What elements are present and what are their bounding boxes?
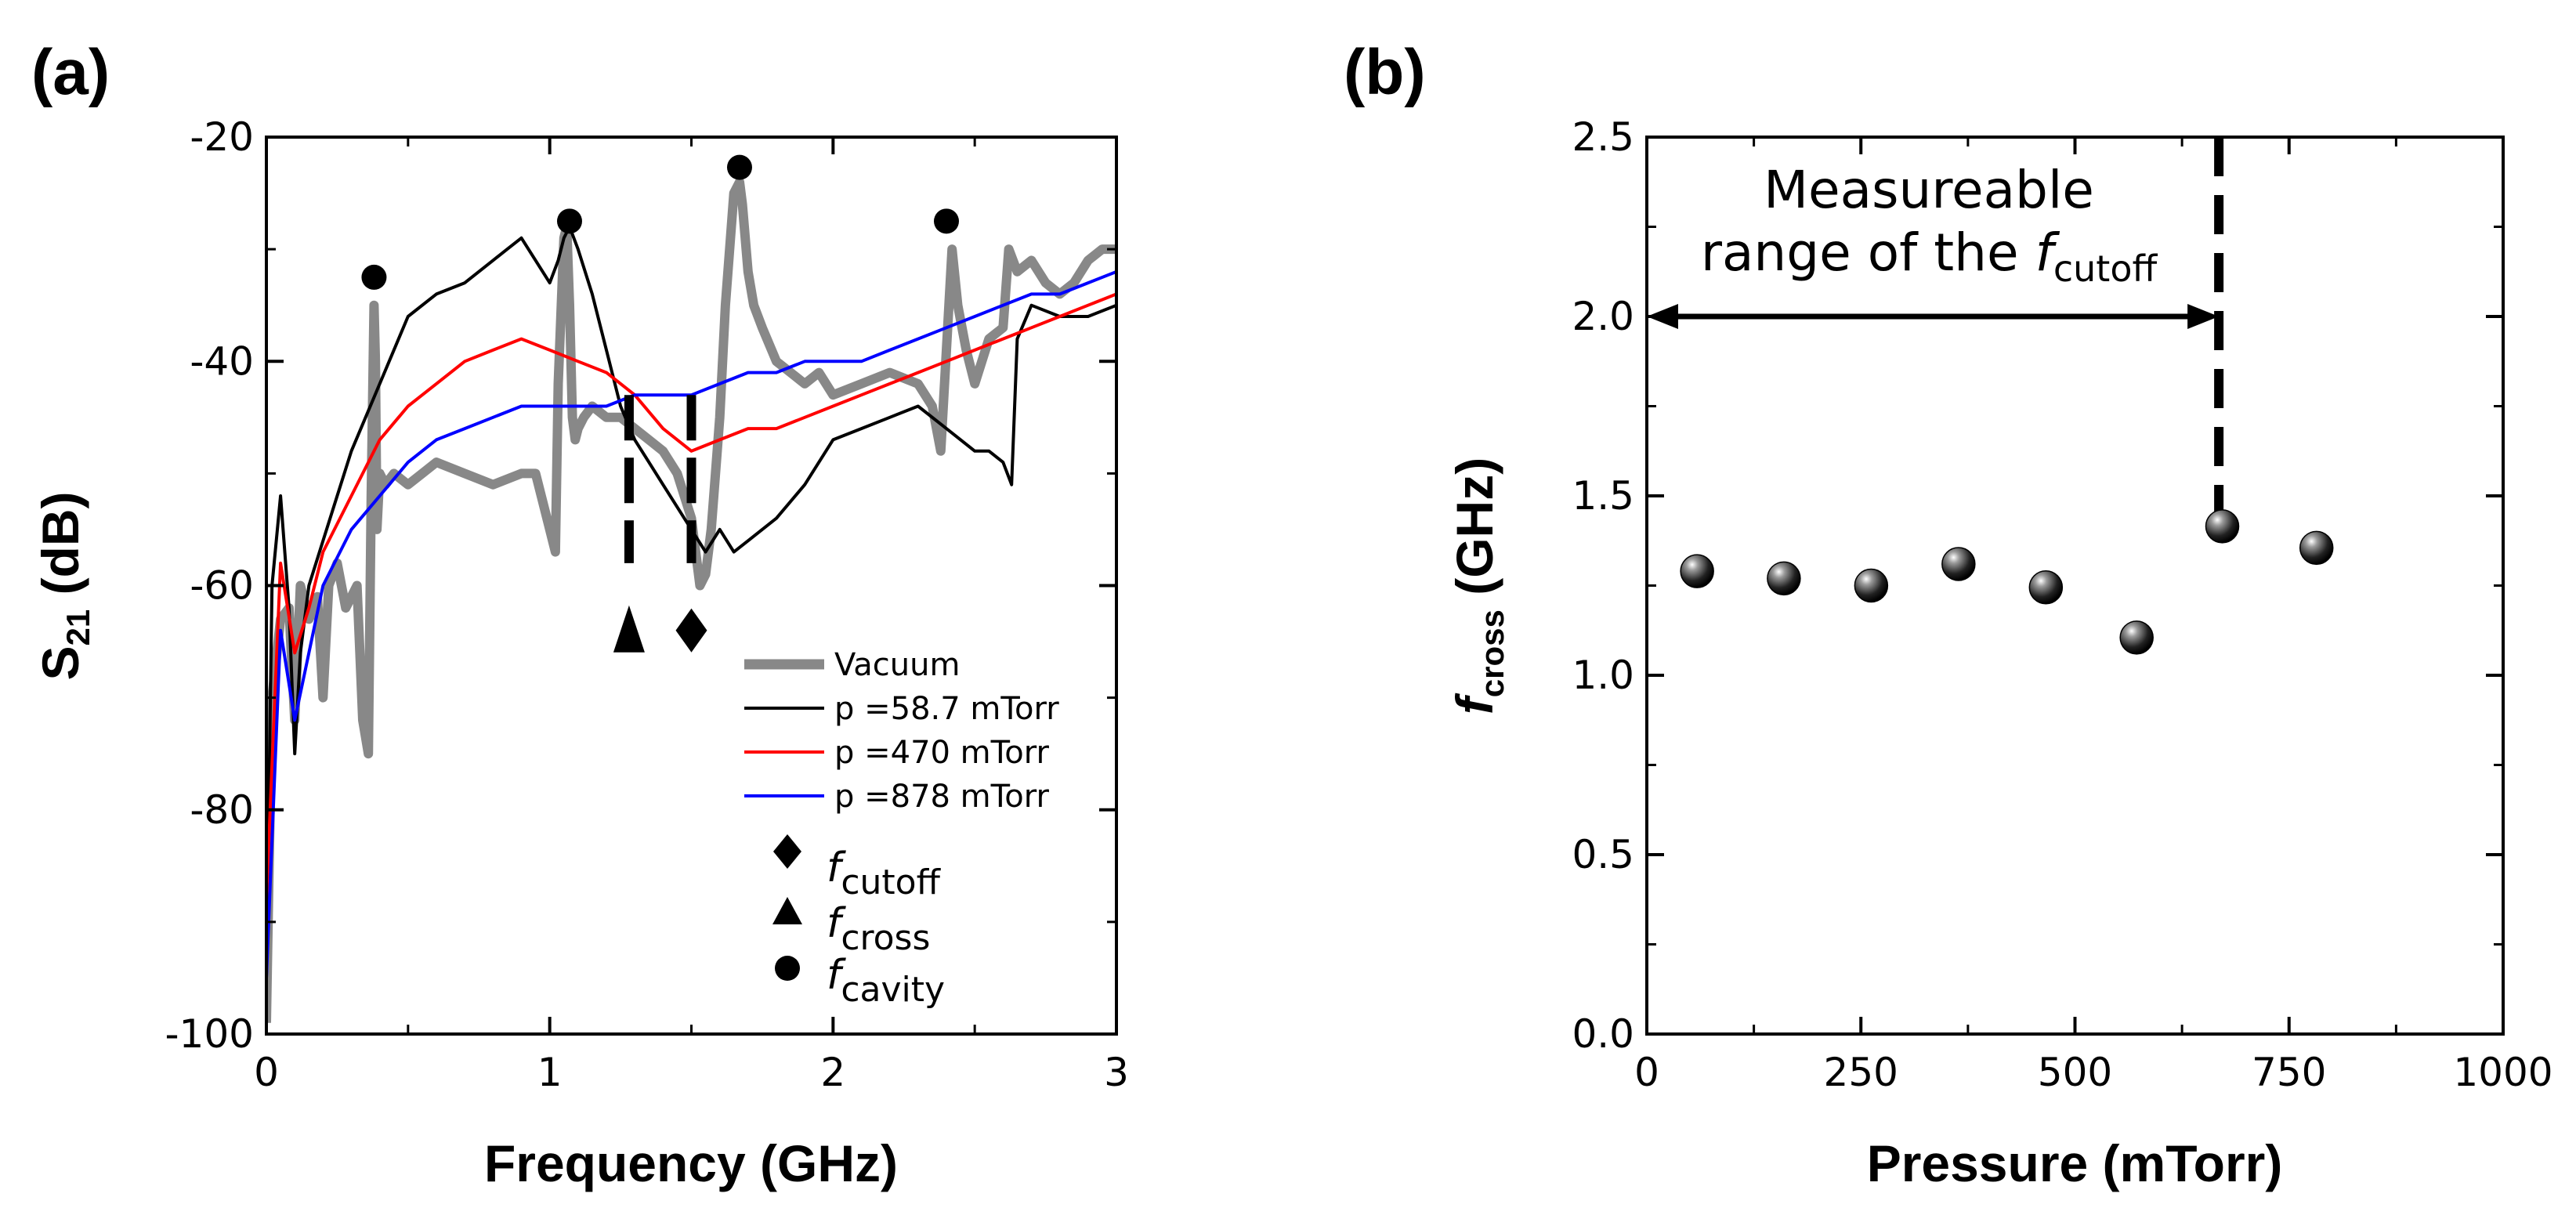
panel-b: (b) 0 250 500 750 1000 0.0 0.5 1.0 1.5 2.0 2.5 Me…: [1344, 37, 2553, 1192]
legend-label-878-mtorr: p =878 mTorr: [834, 779, 1050, 815]
panel-a: (a) 0 1 2 3 -100 -80 -60 -40 -20 Frequency (GHz…: [31, 37, 1129, 1192]
scatter-point: [1680, 554, 1714, 588]
y-tick-label: 2.5: [1572, 114, 1634, 160]
y-tick-label: -80: [190, 787, 254, 833]
scatter-point: [2299, 530, 2334, 566]
series-line-p-878-mtorr: [266, 269, 1116, 978]
marker-f-cavity: [556, 208, 582, 234]
x-tick-label: 3: [1104, 1050, 1129, 1095]
legend-label-f-cross: fcross: [827, 900, 930, 958]
panel-b-label: (b): [1344, 37, 1426, 108]
x-tick-label: 2: [820, 1050, 845, 1095]
y-tick-label: 0.0: [1572, 1011, 1634, 1057]
panel-a-x-tick-labels: 0 1 2 3: [254, 1050, 1129, 1095]
series-line-p-470-mtorr: [266, 292, 1116, 900]
legend-triangle-marker: [772, 897, 802, 924]
scatter-point: [2028, 570, 2064, 605]
legend-label-470-mtorr: p =470 mTorr: [834, 735, 1050, 771]
panel-b-measurable-range-annotation: Measureable range of the fcutoff: [1647, 137, 2224, 514]
panel-b-range-arrow-left-head: [1647, 304, 1678, 329]
panel-a-x-axis-label: Frequency (GHz): [484, 1134, 898, 1192]
x-tick-label: 250: [1824, 1050, 1898, 1095]
y-tick-label: -100: [165, 1011, 254, 1057]
legend-circle-marker: [775, 956, 800, 981]
panel-a-legend: Vacuum p =58.7 mTorr p =470 mTorr p =878…: [744, 647, 1059, 1010]
legend-diamond-marker: [773, 834, 801, 869]
panel-b-x-tick-labels: 0 250 500 750 1000: [1634, 1050, 2553, 1095]
scatter-point: [2205, 509, 2240, 544]
series-line-vacuum: [266, 177, 1116, 1023]
y-tick-label: -20: [190, 114, 254, 160]
legend-label-f-cavity: fcavity: [827, 952, 945, 1010]
panel-b-y-axis-label: fcross (GHz): [1445, 457, 1511, 714]
scatter-point: [1941, 547, 1976, 581]
marker-f-cross: [613, 605, 645, 653]
panel-a-frame: [265, 136, 1118, 1036]
panel-a-ticks: [265, 136, 1118, 1036]
panel-b-range-arrow-right-head: [2187, 304, 2220, 329]
y-tick-label: 2.0: [1572, 294, 1634, 339]
panel-a-feature-markers: [361, 154, 959, 653]
marker-f-cavity: [726, 154, 752, 180]
panel-b-x-axis-label: Pressure (mTorr): [1867, 1134, 2283, 1192]
x-tick-label: 750: [2252, 1050, 2326, 1095]
x-tick-label: 1000: [2453, 1050, 2552, 1095]
marker-f-cutoff: [675, 608, 707, 653]
legend-label-58-7-mtorr: p =58.7 mTorr: [834, 691, 1059, 727]
legend-label-f-cutoff: fcutoff: [827, 844, 942, 902]
scatter-point: [1854, 568, 1889, 603]
marker-f-cavity: [934, 208, 959, 234]
y-tick-label: -60: [190, 563, 254, 609]
marker-f-cavity: [361, 264, 387, 290]
y-tick-label: 0.5: [1572, 832, 1634, 877]
panel-a-label: (a): [31, 37, 110, 108]
panel-a-dashed-markers: [624, 395, 696, 563]
panel-a-y-tick-labels: -100 -80 -60 -40 -20: [165, 114, 254, 1057]
panel-b-annotation-line2: range of the fcutoff: [1701, 222, 2158, 290]
panel-b-annotation-line1: Measureable: [1764, 160, 2094, 220]
y-tick-label: -40: [190, 338, 254, 384]
x-tick-label: 500: [2038, 1050, 2112, 1095]
x-tick-label: 0: [254, 1050, 279, 1095]
legend-label-vacuum: Vacuum: [834, 647, 960, 683]
panel-a-y-axis-label: S21 (dB): [31, 491, 96, 680]
panel-a-series-group: [266, 177, 1116, 1023]
y-tick-label: 1.0: [1572, 653, 1634, 698]
scatter-point: [1767, 561, 1801, 596]
y-tick-label: 1.5: [1572, 473, 1634, 519]
x-tick-label: 1: [537, 1050, 563, 1095]
scatter-point: [2119, 620, 2154, 655]
panel-b-data-points: [1680, 509, 2334, 655]
panel-b-y-tick-labels: 0.0 0.5 1.0 1.5 2.0 2.5: [1572, 114, 1634, 1057]
x-tick-label: 0: [1634, 1050, 1659, 1095]
